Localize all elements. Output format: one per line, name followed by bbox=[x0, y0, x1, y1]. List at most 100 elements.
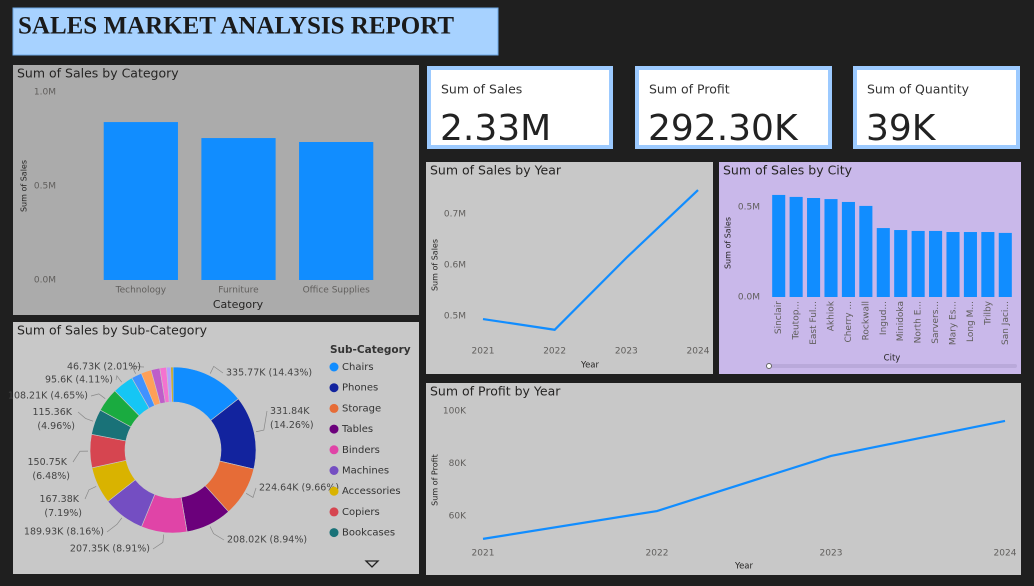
x-tick-label: Technology bbox=[115, 286, 167, 296]
y-tick-label: 0.0M bbox=[34, 276, 56, 286]
x-tick-label: Cherry ... bbox=[844, 301, 854, 343]
legend-label: Storage bbox=[342, 403, 381, 414]
card-label: Sum of Quantity bbox=[867, 82, 970, 97]
legend-label: Copiers bbox=[342, 507, 380, 518]
x-tick-label: 2024 bbox=[687, 347, 710, 357]
y-tick-label: 0.0M bbox=[738, 293, 760, 303]
data-label-line: 115.36K bbox=[33, 407, 76, 418]
y-axis-title: Sum of Sales bbox=[431, 239, 440, 291]
data-label-line: (14.26%) bbox=[270, 420, 314, 431]
data-label-line: 331.84K bbox=[270, 406, 313, 417]
bar bbox=[103, 122, 178, 280]
legend-label: Machines bbox=[342, 466, 389, 477]
bar bbox=[911, 230, 925, 297]
x-tick-label: Trilby bbox=[983, 300, 993, 326]
legend-marker bbox=[329, 486, 339, 496]
y-tick-label: 0.7M bbox=[444, 210, 466, 220]
panel bbox=[426, 162, 713, 374]
legend-marker bbox=[329, 383, 339, 393]
legend-label: Bookcases bbox=[342, 528, 395, 539]
x-tick-label: Sarvers... bbox=[931, 301, 941, 344]
scrollbar[interactable] bbox=[767, 364, 1017, 368]
leader-line bbox=[72, 450, 89, 463]
chart-title: Sum of Sales by City bbox=[723, 163, 853, 178]
x-tick-label: Office Supplies bbox=[303, 286, 371, 296]
x-axis-title: City bbox=[884, 354, 901, 364]
x-tick-label: North E... bbox=[914, 301, 924, 343]
legend-marker bbox=[329, 362, 339, 372]
legend-scroll[interactable] bbox=[364, 560, 380, 568]
y-tick-label: 0.5M bbox=[34, 182, 56, 192]
legend-marker bbox=[329, 466, 339, 475]
bar bbox=[894, 230, 908, 297]
x-tick-label: Long M... bbox=[966, 301, 976, 342]
data-label-line: 150.75K bbox=[28, 457, 71, 468]
x-tick-label: Teutop... bbox=[792, 301, 802, 341]
x-tick-label: Sinclair bbox=[774, 301, 784, 334]
chart-title: Sum of Sales by Category bbox=[17, 66, 179, 81]
y-tick-label: 1.0M bbox=[34, 88, 56, 98]
scroll-handle[interactable] bbox=[766, 363, 772, 369]
panel bbox=[13, 322, 419, 574]
x-axis-title: Category bbox=[213, 298, 264, 311]
data-label-line: 167.38K bbox=[40, 494, 83, 505]
bar bbox=[946, 232, 960, 297]
leader-line bbox=[131, 366, 145, 374]
leader-line bbox=[152, 534, 165, 550]
bar bbox=[876, 228, 890, 297]
x-axis-title: Year bbox=[734, 562, 754, 572]
x-tick-label: Furniture bbox=[218, 286, 259, 296]
bar bbox=[299, 142, 374, 280]
data-label: 335.77K (14.43%) bbox=[226, 368, 312, 379]
data-label: 95.6K (4.11%) bbox=[45, 375, 113, 386]
donut-slice bbox=[170, 366, 174, 403]
data-label: 167.38K (7.19%) bbox=[40, 494, 83, 519]
legend-label: Chairs bbox=[342, 362, 374, 373]
data-label: 207.35K (8.91%) bbox=[70, 544, 150, 555]
bar bbox=[824, 199, 838, 297]
leader-line bbox=[77, 411, 94, 422]
y-axis-title: Sum of Sales bbox=[20, 160, 29, 212]
x-tick-label: 2021 bbox=[472, 347, 495, 357]
card bbox=[853, 66, 1020, 149]
bar bbox=[998, 232, 1012, 297]
leader-line bbox=[84, 486, 97, 500]
card-label: Sum of Profit bbox=[649, 82, 730, 97]
bar bbox=[981, 232, 995, 297]
x-tick-label: 2023 bbox=[615, 347, 638, 357]
x-axis-title: Year bbox=[580, 361, 600, 371]
y-tick-label: 0.5M bbox=[738, 203, 760, 213]
y-tick-label: 60K bbox=[449, 512, 467, 522]
data-label: 115.36K (4.96%) bbox=[33, 407, 76, 432]
x-tick-label: Minidoka bbox=[896, 301, 906, 341]
leader-line bbox=[106, 517, 123, 533]
legend-marker bbox=[329, 445, 339, 455]
bar bbox=[772, 194, 786, 297]
line bbox=[482, 419, 1006, 540]
leader-line bbox=[209, 365, 224, 374]
bar bbox=[841, 201, 855, 297]
legend-marker bbox=[329, 424, 339, 434]
y-axis-title: Sum of Sales bbox=[724, 217, 733, 269]
x-tick-label: 2024 bbox=[994, 549, 1017, 559]
x-tick-label: San Jaci... bbox=[1001, 301, 1011, 345]
card bbox=[635, 66, 832, 149]
legend-label: Phones bbox=[342, 383, 378, 394]
line bbox=[482, 189, 699, 331]
data-label-line: (7.19%) bbox=[44, 508, 82, 519]
bar bbox=[859, 205, 873, 297]
y-tick-label: 0.5M bbox=[444, 312, 466, 322]
y-tick-label: 80K bbox=[449, 459, 467, 469]
x-tick-label: 2023 bbox=[820, 549, 843, 559]
data-label-line: (4.96%) bbox=[37, 421, 75, 432]
x-tick-label: 2021 bbox=[472, 549, 495, 559]
card-value: 292.30K bbox=[648, 108, 799, 149]
chart-title: Sum of Sales by Year bbox=[430, 163, 562, 178]
x-tick-label: Mary Es... bbox=[949, 301, 959, 345]
legend-label: Tables bbox=[341, 424, 373, 435]
data-label: 108.21K (4.65%) bbox=[8, 391, 88, 402]
header-box bbox=[12, 7, 499, 56]
leader-line bbox=[209, 526, 225, 541]
